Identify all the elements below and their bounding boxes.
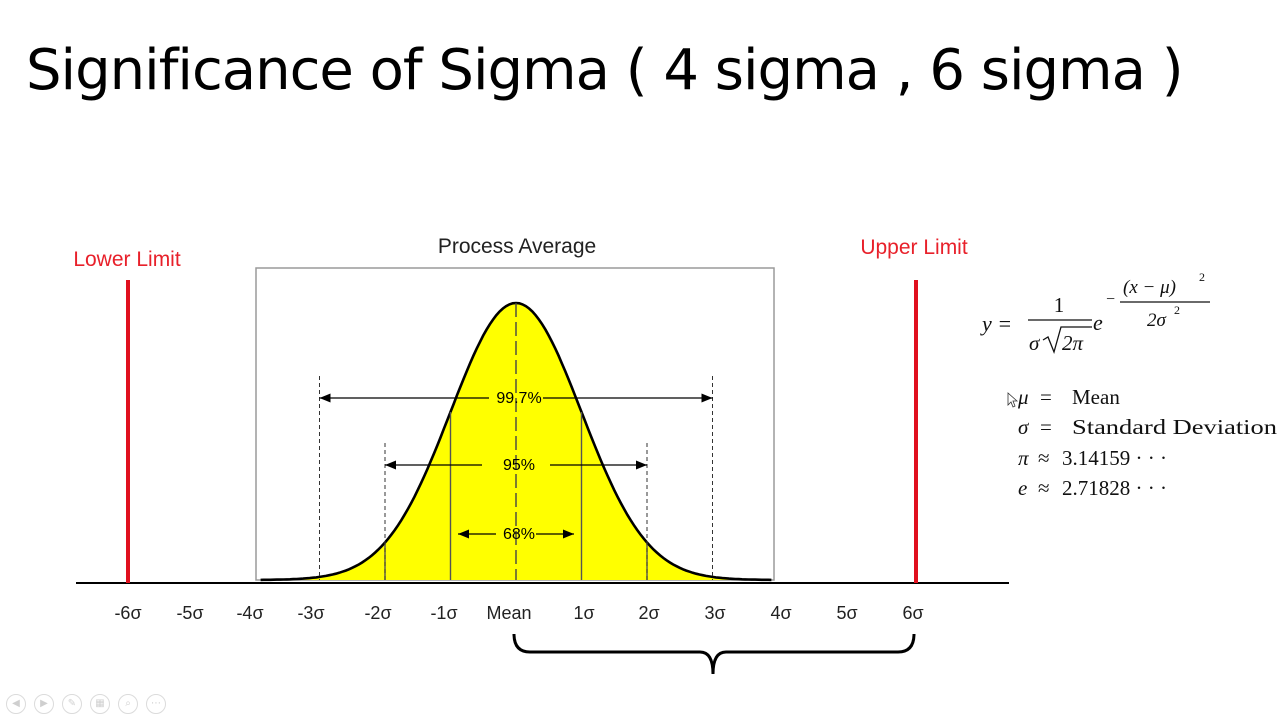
formula-exp-numerator-power: 2 [1199, 270, 1205, 284]
symbol-legend: μ = Mean σ = Standard Deviation π ≈ 3.14… [1017, 385, 1278, 500]
legend-symbol: π [1018, 446, 1029, 470]
next-icon[interactable]: ▶ [34, 694, 54, 714]
axis-tick-label: 4σ [770, 603, 791, 623]
formula-base: e [1093, 310, 1103, 335]
formula-exp-numerator: (x − μ) [1123, 277, 1176, 298]
axis-tick-label: -5σ [176, 603, 203, 623]
formula-numerator: 1 [1054, 293, 1065, 317]
normal-distribution-formula: y = 1 σ 2π e − (x − μ) 2 2σ 2 [980, 270, 1210, 355]
axis-tick-label: -3σ [297, 603, 324, 623]
legend-symbol: σ [1018, 415, 1030, 439]
legend-meaning: 2.71828 · · · [1062, 476, 1167, 500]
axis-tick-label: 2σ [638, 603, 659, 623]
sqrt-sign-icon [1042, 326, 1092, 355]
arrowhead-left-icon [458, 529, 469, 539]
more-icon[interactable]: ⋯ [146, 694, 166, 714]
axis-tick-label: -1σ [430, 603, 457, 623]
legend-symbol: e [1018, 476, 1027, 500]
interval-label: 99.7% [496, 390, 541, 407]
legend-relation: ≈ [1038, 446, 1050, 470]
legend-symbol: μ [1017, 385, 1029, 409]
process-average-label: Process Average [438, 235, 596, 258]
slide-title: Significance of Sigma ( 4 sigma , 6 sigm… [26, 38, 1184, 103]
legend-relation: = [1040, 385, 1052, 409]
axis-tick-label: Mean [486, 603, 531, 623]
upper-limit-label: Upper Limit [860, 236, 968, 259]
arrowhead-left-icon [319, 393, 331, 403]
prev-icon[interactable]: ◀ [6, 694, 26, 714]
axis-tick-label: 5σ [836, 603, 857, 623]
normal-curve [260, 301, 772, 582]
legend-relation: = [1040, 415, 1052, 439]
formula-lhs: y = [980, 311, 1012, 336]
pen-icon[interactable]: ✎ [62, 694, 82, 714]
arrowhead-right-icon [563, 529, 574, 539]
arrowhead-right-icon [636, 460, 647, 470]
sigma-brace [512, 633, 916, 675]
arrowhead-right-icon [701, 393, 713, 403]
axis-tick-labels: -6σ -5σ -4σ -3σ -2σ -1σ Mean 1σ 2σ 3σ 4σ 5σ 6σ [114, 603, 923, 623]
mouse-pointer-icon [1007, 392, 1019, 408]
axis-tick-label: -6σ [114, 603, 141, 623]
slides-icon[interactable]: ▦ [90, 694, 110, 714]
legend-meaning: 3.14159 · · · [1062, 446, 1167, 470]
legend-relation: ≈ [1038, 476, 1050, 500]
zoom-icon[interactable]: ⌕ [118, 694, 138, 714]
axis-tick-label: 1σ [573, 603, 594, 623]
interval-label: 68% [503, 526, 535, 543]
slide-playback-controls: ◀ ▶ ✎ ▦ ⌕ ⋯ [6, 694, 166, 714]
axis-tick-label: -2σ [364, 603, 391, 623]
arrowhead-left-icon [385, 460, 396, 470]
legend-meaning: Standard Deviation [1072, 415, 1278, 439]
formula-denominator-sigma: σ [1029, 331, 1041, 355]
formula-exp-sign: − [1106, 291, 1115, 308]
axis-tick-label: 6σ [902, 603, 923, 623]
axis-tick-label: 3σ [704, 603, 725, 623]
interval-arrows: 99.7% 95% 68% [319, 376, 713, 580]
lower-limit-label: Lower Limit [73, 248, 181, 271]
formula-exp-denominator: 2σ [1147, 310, 1167, 331]
legend-meaning: Mean [1072, 385, 1120, 409]
formula-exp-denominator-power: 2 [1174, 303, 1180, 317]
formula-denominator-sqrt: 2π [1062, 331, 1084, 355]
interval-label: 95% [503, 457, 535, 474]
axis-tick-label: -4σ [236, 603, 263, 623]
